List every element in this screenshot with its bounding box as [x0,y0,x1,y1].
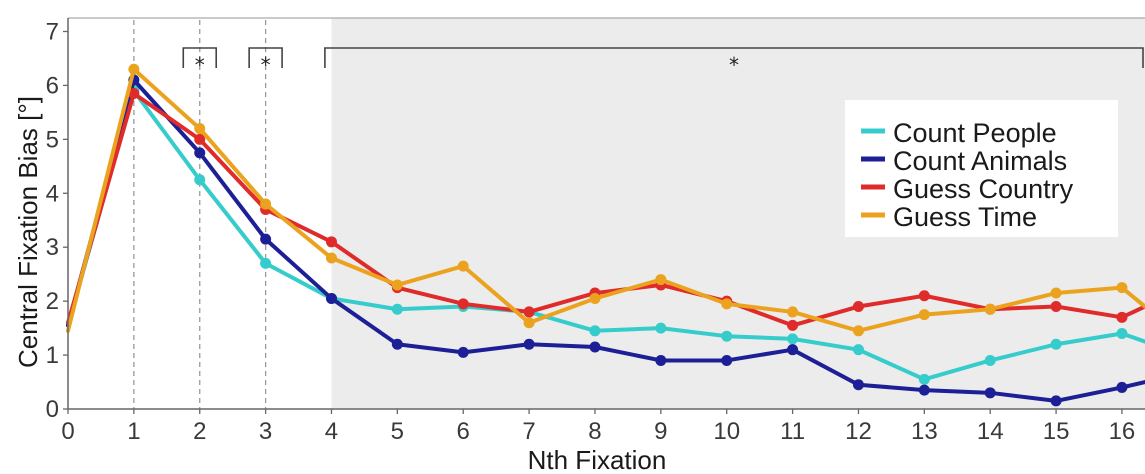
x-tick-label: 5 [391,418,404,445]
significance-bracket-3 [324,47,1144,68]
y-tick-label: 0 [46,396,59,423]
data-point-guess-time [260,198,272,210]
data-point-guess-time [523,317,535,329]
data-point-count-animals [918,384,930,396]
data-point-guess-time [655,274,667,286]
data-point-guess-country [1116,311,1128,323]
y-axis-title: Central Fixation Bias [°] [13,96,43,368]
significance-bracket-2 [248,47,283,68]
x-tick-label: 0 [61,418,74,445]
data-point-count-people [852,344,864,356]
data-point-guess-country [1050,301,1062,313]
legend-label: Count People [893,118,1057,148]
x-tick-label: 9 [654,418,667,445]
data-point-guess-time [721,298,733,310]
data-point-count-animals [721,354,733,366]
data-point-count-animals [1050,395,1062,407]
legend-label: Guess Country [893,174,1074,204]
x-tick-label: 11 [780,418,805,445]
data-point-guess-time [128,63,140,75]
data-point-count-people [918,373,930,385]
data-point-guess-time [852,325,864,337]
data-point-guess-time [589,292,601,304]
x-tick-label: 12 [845,418,872,445]
data-point-count-animals [852,379,864,391]
x-tick-label: 8 [588,418,601,445]
data-point-count-people [589,325,601,337]
data-point-guess-time [918,309,930,321]
data-point-count-animals [457,346,469,358]
data-point-count-animals [589,341,601,353]
x-tick-label: 16 [1109,418,1136,445]
x-tick-label: 14 [977,418,1004,445]
data-point-guess-time [391,279,403,291]
legend-box [845,100,1118,237]
data-point-count-people [655,322,667,334]
significance-star: * [195,53,205,77]
significance-star: * [261,53,271,77]
data-point-guess-country [918,290,930,302]
data-point-count-animals [325,292,337,304]
y-tick-label: 5 [46,126,59,153]
y-tick-label: 7 [46,18,59,45]
data-point-count-people [984,354,996,366]
y-tick-label: 6 [46,72,59,99]
data-point-count-animals [260,233,272,245]
x-tick-label: 7 [522,418,535,445]
data-point-guess-time [1050,287,1062,299]
legend-label: Count Animals [893,146,1067,176]
significance-bracket-1 [182,47,218,68]
data-point-count-people [787,333,799,345]
x-tick-label: 2 [193,418,206,445]
data-point-guess-country [457,298,469,310]
x-tick-label: 3 [259,418,272,445]
data-point-count-animals [391,338,403,350]
data-point-guess-time [457,260,469,272]
data-point-guess-country [852,301,864,313]
data-point-count-animals [1116,381,1128,393]
data-point-guess-country [194,133,206,145]
data-point-count-people [1116,327,1128,339]
x-tick-label: 15 [1043,418,1070,445]
x-tick-label: 6 [457,418,470,445]
series-line-guess-time [66,67,1145,333]
data-point-count-people [391,303,403,315]
y-tick-label: 1 [46,342,59,369]
data-point-guess-country [325,236,337,248]
x-tick-label: 10 [713,418,740,445]
data-point-count-people [1050,338,1062,350]
data-point-count-animals [655,354,667,366]
data-point-count-animals [194,147,206,159]
data-point-guess-time [325,252,337,264]
significance-star: * [729,53,739,77]
data-point-count-people [194,174,206,186]
data-point-guess-time [787,306,799,318]
data-point-count-animals [523,338,535,350]
data-point-count-animals [984,387,996,399]
x-tick-label: 4 [325,418,338,445]
x-tick-label: 1 [127,418,140,445]
data-point-guess-time [984,303,996,315]
data-point-count-animals [787,344,799,356]
data-point-guess-country [128,88,140,100]
data-point-count-people [260,257,272,269]
data-point-guess-country [787,319,799,331]
data-point-guess-time [1116,282,1128,294]
y-tick-label: 4 [46,180,59,207]
series-line-count-people [66,88,1145,382]
data-point-guess-time [194,123,206,135]
legend-label: Guess Time [893,202,1037,232]
significance-brackets: * * * [182,47,1144,77]
series-lines [66,63,1145,407]
series-line-count-animals [66,78,1145,403]
y-tick-label: 2 [46,288,59,315]
x-axis-title: Nth Fixation [528,445,667,474]
x-tick-label: 13 [911,418,938,445]
data-point-guess-country [523,306,535,318]
data-point-count-people [721,330,733,342]
y-tick-label: 3 [46,234,59,261]
